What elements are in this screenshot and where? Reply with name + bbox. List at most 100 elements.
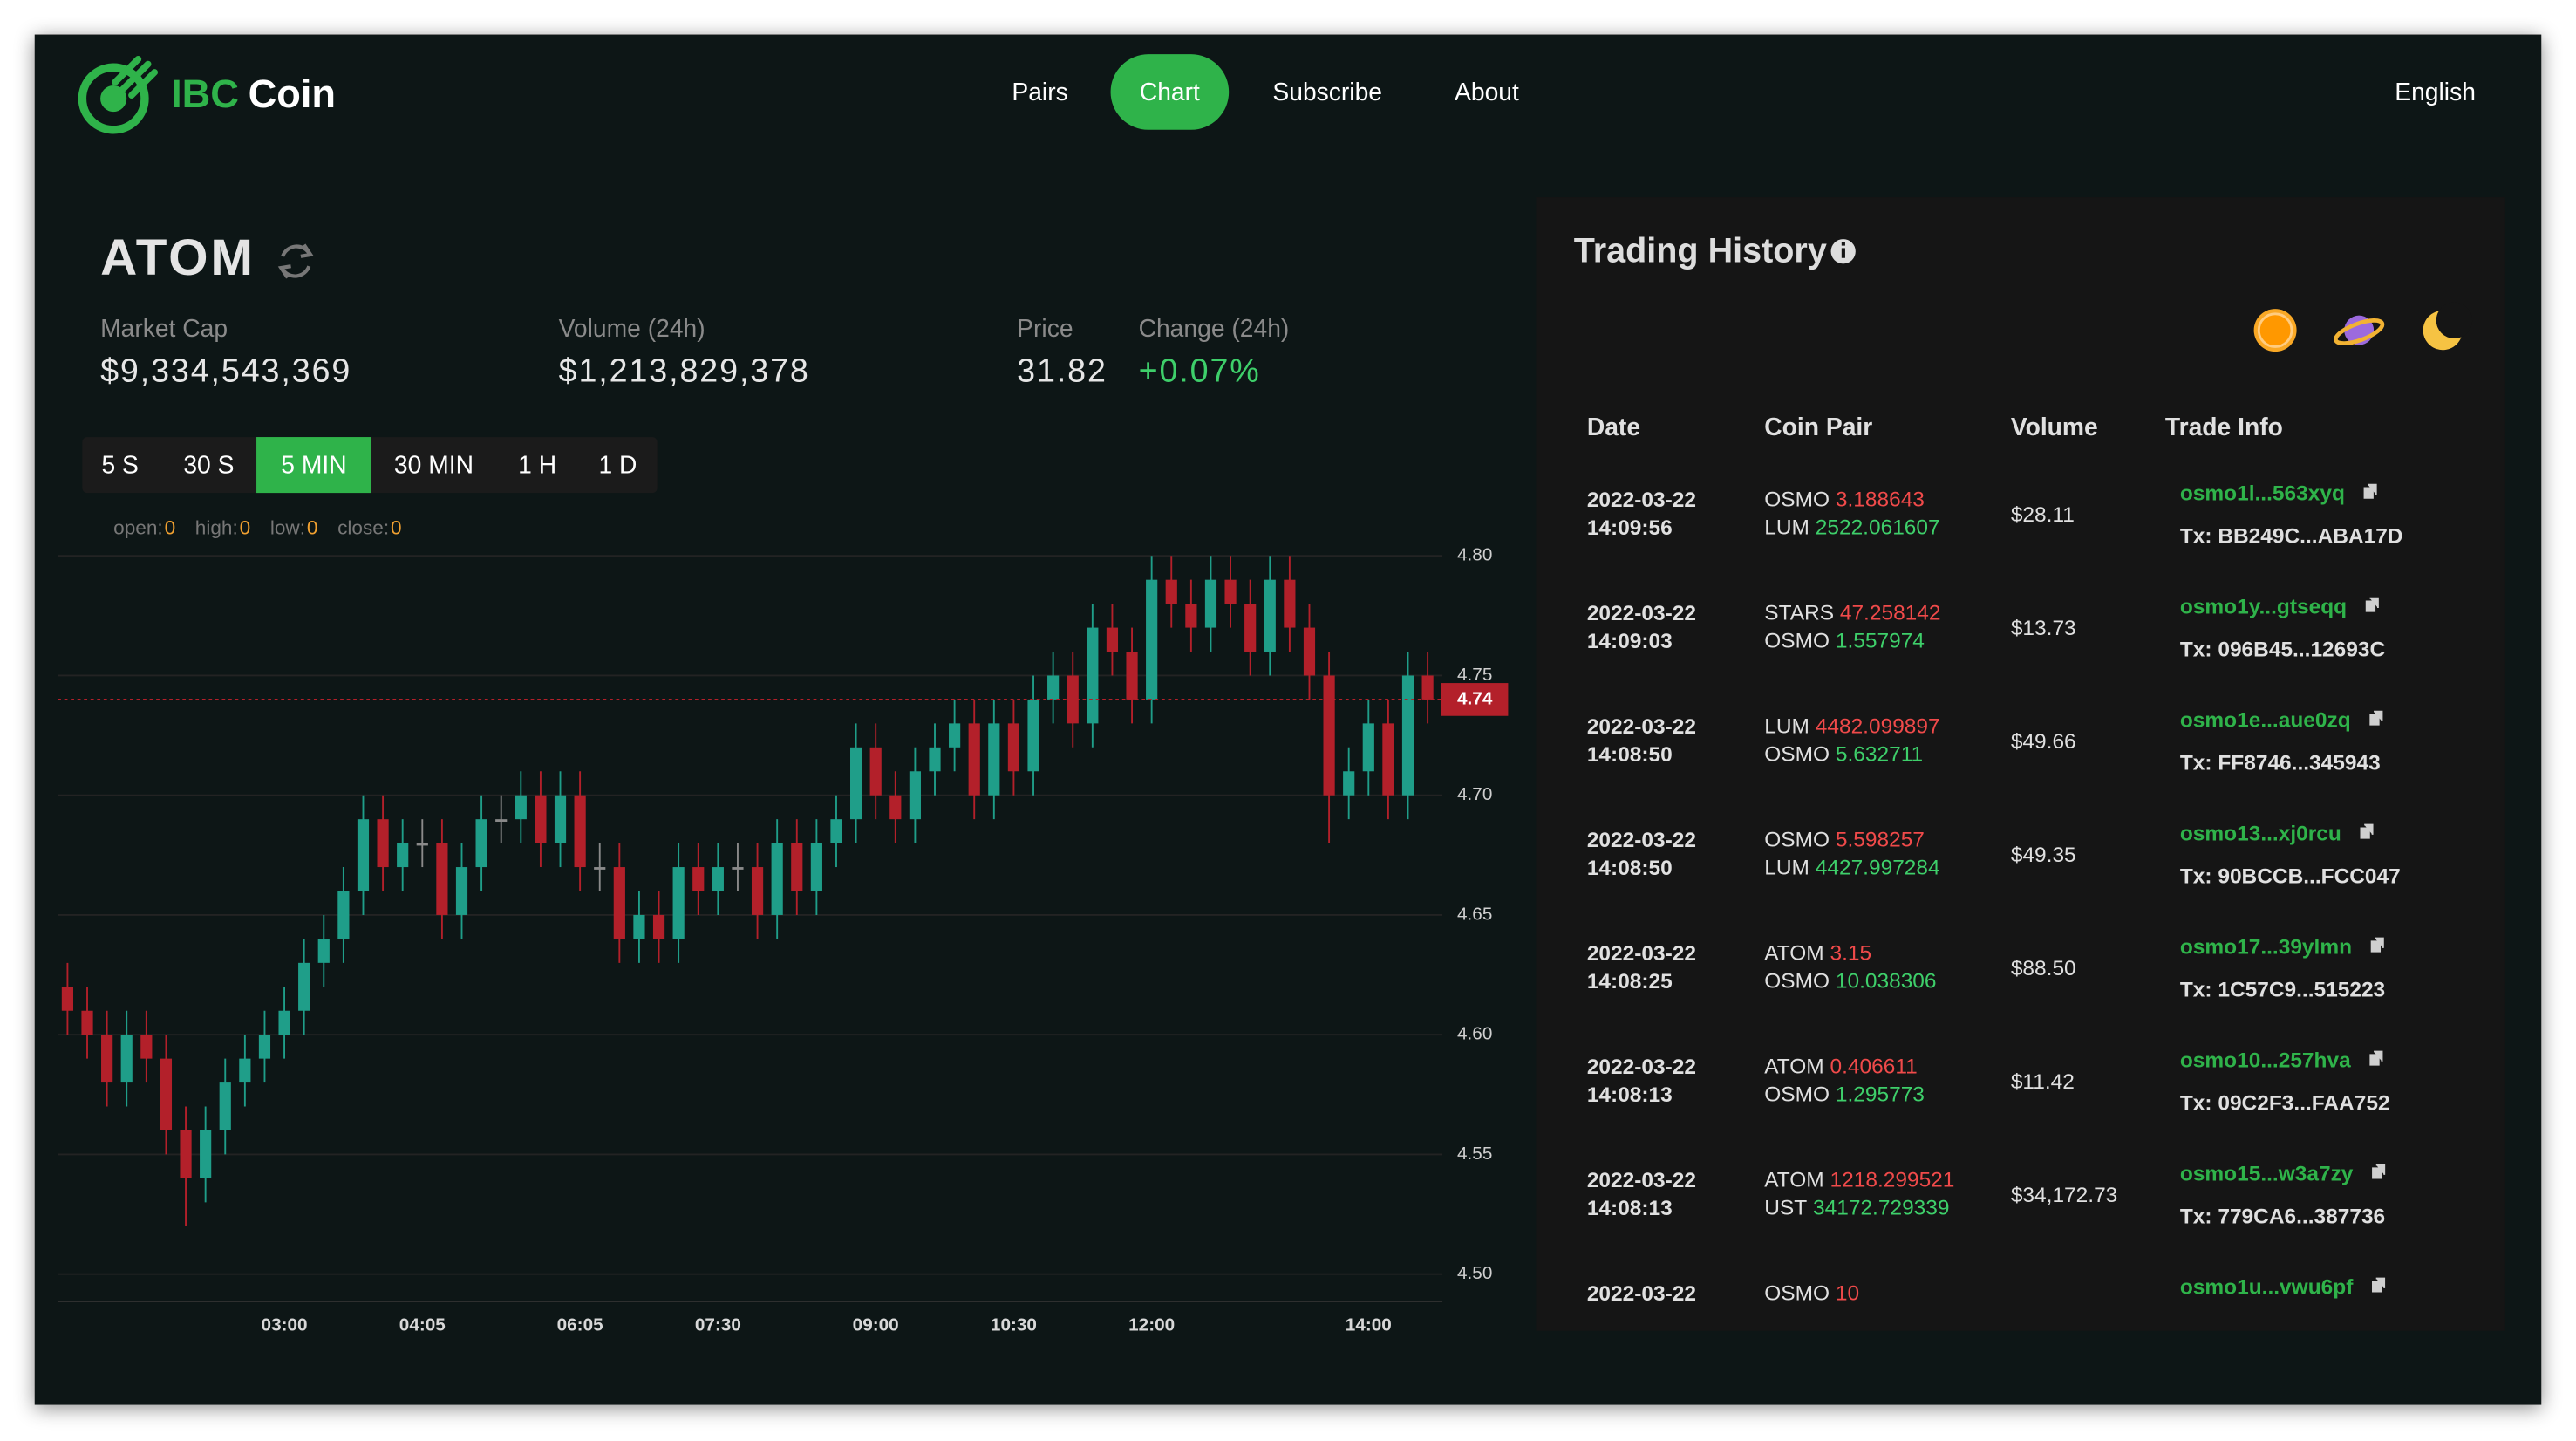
candle-body	[81, 1010, 93, 1035]
table-body: 2022-03-22 14:09:56 OSMO 3.188643 LUM 2522.…	[1587, 481, 2403, 1305]
candle-body	[1284, 579, 1296, 628]
candle-body	[1224, 579, 1237, 604]
copy-icon[interactable]	[2369, 1050, 2383, 1066]
theme-planet[interactable]	[2333, 315, 2385, 348]
candle-body	[416, 843, 428, 846]
nav-item[interactable]: About	[1455, 78, 1519, 106]
theme-sun[interactable]	[2253, 309, 2297, 352]
pair-amount: 3.15	[1830, 942, 1872, 966]
pair-line: OSMO 10.038306	[1764, 970, 1936, 994]
legend-value: 0	[240, 517, 251, 539]
candle-body	[1244, 604, 1257, 652]
trade-tx: Tx: 90BCCB...FCC047	[2180, 864, 2401, 888]
copy-icon[interactable]	[2370, 937, 2384, 953]
copy-icon[interactable]	[2363, 483, 2377, 499]
language[interactable]: English	[2395, 78, 2476, 106]
pair-amount: 4427.997284	[1816, 857, 1940, 880]
trade-volume: $11.42	[2011, 1070, 2075, 1094]
y-tick-label: 4.80	[1457, 545, 1492, 565]
candle-body	[1382, 723, 1394, 796]
copy-icon[interactable]	[2365, 597, 2379, 612]
trade-volume: $13.73	[2011, 617, 2076, 640]
stats: Market Cap $9,334,543,369 Volume (24h) $1,2…	[100, 314, 1289, 388]
trade-address[interactable]: osmo1u...vwu6pf	[2180, 1275, 2354, 1299]
x-tick-label: 09:00	[853, 1315, 899, 1335]
trade-tx: Tx: FF8746...345943	[2180, 751, 2381, 775]
history-panel	[1536, 197, 2505, 1331]
trade-address[interactable]: osmo1y...gtseqq	[2180, 595, 2347, 618]
interval-button[interactable]: 1 D	[598, 450, 637, 478]
theme-moon[interactable]	[2423, 302, 2473, 351]
pair-amount: 2522.061607	[1816, 516, 1940, 540]
y-tick-label: 4.55	[1457, 1144, 1492, 1164]
nav-item[interactable]: Subscribe	[1272, 78, 1382, 106]
legend-value: 0	[391, 517, 402, 539]
logo[interactable]: IBC Coin	[78, 56, 336, 134]
candle-body	[810, 843, 822, 891]
interval-button[interactable]: 5 S	[101, 450, 138, 478]
x-tick-label: 07:30	[695, 1315, 741, 1335]
trade-address[interactable]: osmo17...39ylmn	[2180, 935, 2352, 959]
nav-item[interactable]: Pairs	[1012, 78, 1067, 106]
trade-time: 14:08:50	[1587, 857, 1673, 880]
candle-body	[652, 914, 665, 939]
x-tick-label: 06:05	[557, 1315, 603, 1335]
candle-body	[495, 819, 508, 822]
pair-coin: ATOM	[1764, 942, 1823, 966]
candle-body	[672, 867, 685, 939]
candle-body	[1421, 675, 1434, 700]
stat-label: Price	[1017, 314, 1073, 342]
candle-body	[101, 1035, 113, 1083]
candle-body	[554, 795, 567, 843]
nav: Pairs Chart Subscribe About	[1012, 54, 1519, 130]
pair-amount: 3.188643	[1836, 488, 1925, 512]
brand-ibc: IBC	[171, 72, 239, 116]
stat-value: $1,213,829,378	[559, 352, 810, 389]
trade-address[interactable]: osmo1l...563xyq	[2180, 481, 2345, 505]
ohlc-legend: open: 0 high: 0 low: 0 close: 0	[113, 517, 401, 539]
copy-icon[interactable]	[2372, 1164, 2386, 1179]
y-tick-label: 4.65	[1457, 904, 1492, 924]
pair-coin: LUM	[1764, 715, 1809, 739]
pair-coin: LUM	[1764, 516, 1809, 540]
pair-line: OSMO 1.557974	[1764, 630, 1925, 653]
pair-coin: LUM	[1764, 857, 1809, 880]
pair-line: LUM 2522.061607	[1764, 516, 1939, 540]
pair-line: UST 34172.729339	[1764, 1197, 1949, 1220]
x-tick-label: 10:30	[991, 1315, 1037, 1335]
trade-volume: $28.11	[2011, 503, 2075, 527]
trade-address[interactable]: osmo13...xj0rcu	[2180, 822, 2341, 845]
candle-body	[258, 1035, 271, 1059]
trade-address[interactable]: osmo15...w3a7zy	[2180, 1162, 2354, 1185]
copy-icon[interactable]	[2360, 823, 2374, 839]
candle-body	[436, 843, 448, 915]
trade-date: 2022-03-22	[1587, 602, 1696, 625]
candle-body	[278, 1010, 290, 1035]
pair-line: OSMO 1.295773	[1764, 1083, 1925, 1107]
copy-icon[interactable]	[2372, 1277, 2386, 1293]
trade-row: 2022-03-22 14:09:56 OSMO 3.188643 LUM 2522.…	[1587, 481, 2403, 548]
pair-amount: 1.557974	[1836, 630, 1925, 653]
trade-address[interactable]: osmo10...257hva	[2180, 1048, 2351, 1072]
trade-time: 14:08:25	[1587, 970, 1673, 994]
candle-body	[968, 723, 980, 796]
trade-tx: Tx: 779CA6...387736	[2180, 1205, 2385, 1228]
info-icon[interactable]	[1830, 239, 1856, 264]
interval-button[interactable]: 1 H	[518, 450, 556, 478]
trade-address[interactable]: osmo1e...aue0zq	[2180, 708, 2351, 732]
trade-date: 2022-03-22	[1587, 1282, 1696, 1306]
refresh-icon[interactable]	[277, 243, 314, 279]
column-header: Trade Info	[2165, 413, 2283, 440]
interval-button[interactable]: 30 S	[183, 450, 234, 478]
interval-button[interactable]: 30 MIN	[394, 450, 474, 478]
interval-button[interactable]: 5 MIN	[281, 450, 346, 478]
y-tick-label: 4.50	[1457, 1263, 1492, 1283]
column-header: Coin Pair	[1764, 413, 1872, 440]
candle-body	[1047, 675, 1060, 700]
nav-item[interactable]: Chart	[1140, 78, 1200, 106]
copy-icon[interactable]	[2369, 710, 2383, 726]
candle-body	[849, 747, 862, 820]
candle-body	[1146, 579, 1158, 700]
